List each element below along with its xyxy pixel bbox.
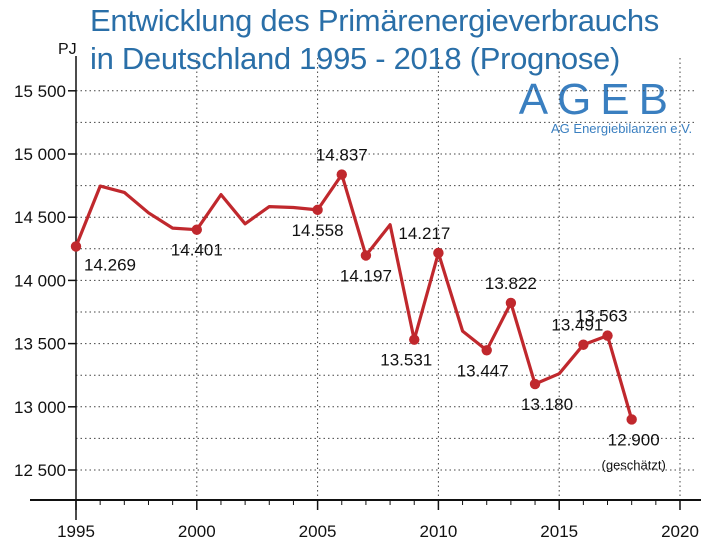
x-tick-label: 2005	[299, 522, 337, 541]
chart-title: Entwicklung des Primärenergieverbrauchs …	[90, 2, 659, 78]
ageb-logo-subtitle: AG Energiebilanzen e.V.	[551, 121, 693, 136]
data-label: 14.217	[398, 224, 450, 243]
data-label: 13.491	[551, 316, 603, 335]
chart-title-line-1: Entwicklung des Primärenergieverbrauchs	[90, 3, 659, 38]
data-point-marker	[602, 330, 613, 341]
data-point-marker	[336, 169, 347, 180]
x-tick-label: 1995	[57, 522, 95, 541]
data-point-marker	[578, 339, 589, 350]
x-tick-label: 2000	[178, 522, 216, 541]
data-label: 14.269	[84, 255, 136, 274]
data-point-marker	[70, 241, 82, 252]
data-label: 14.837	[316, 146, 368, 165]
estimate-note: (geschätzt)	[602, 457, 666, 472]
chart-title-line-2: in Deutschland 1995 - 2018 (Prognose)	[90, 41, 621, 76]
x-tick-label: 2020	[661, 522, 699, 541]
data-point-marker	[433, 247, 444, 259]
data-label: 13.563	[576, 307, 628, 326]
y-tick-label: 14 000	[14, 271, 66, 290]
y-tick-label: 13 500	[14, 335, 66, 354]
data-point-marker	[191, 224, 202, 235]
y-tick-label: 14 500	[14, 208, 66, 227]
data-point-marker	[360, 250, 372, 261]
data-point-marker	[626, 414, 637, 425]
data-label: 14.197	[340, 266, 392, 285]
y-tick-label: 12 500	[14, 461, 66, 480]
data-label: 12.900	[608, 430, 660, 449]
y-tick-label: 13 000	[14, 398, 66, 417]
data-label: 13.180	[521, 395, 573, 414]
data-label: 13.447	[457, 361, 509, 380]
x-tick-label: 2015	[540, 522, 578, 541]
y-tick-label: 15 500	[14, 82, 66, 101]
data-point-marker	[312, 204, 323, 216]
ageb-logo: AGEB	[518, 75, 677, 124]
data-label: 13.822	[485, 274, 537, 293]
x-tick-label: 2010	[419, 522, 457, 541]
data-label: 13.531	[380, 351, 432, 370]
data-point-marker	[481, 345, 492, 356]
data-point-marker	[409, 334, 420, 345]
data-label: 14.401	[171, 241, 223, 260]
y-tick-label: 15 000	[14, 145, 66, 164]
series-line	[74, 173, 634, 421]
data-point-marker	[505, 297, 517, 309]
data-point-marker	[529, 378, 541, 390]
data-label: 14.558	[292, 221, 344, 240]
y-axis-label: PJ	[58, 41, 77, 58]
